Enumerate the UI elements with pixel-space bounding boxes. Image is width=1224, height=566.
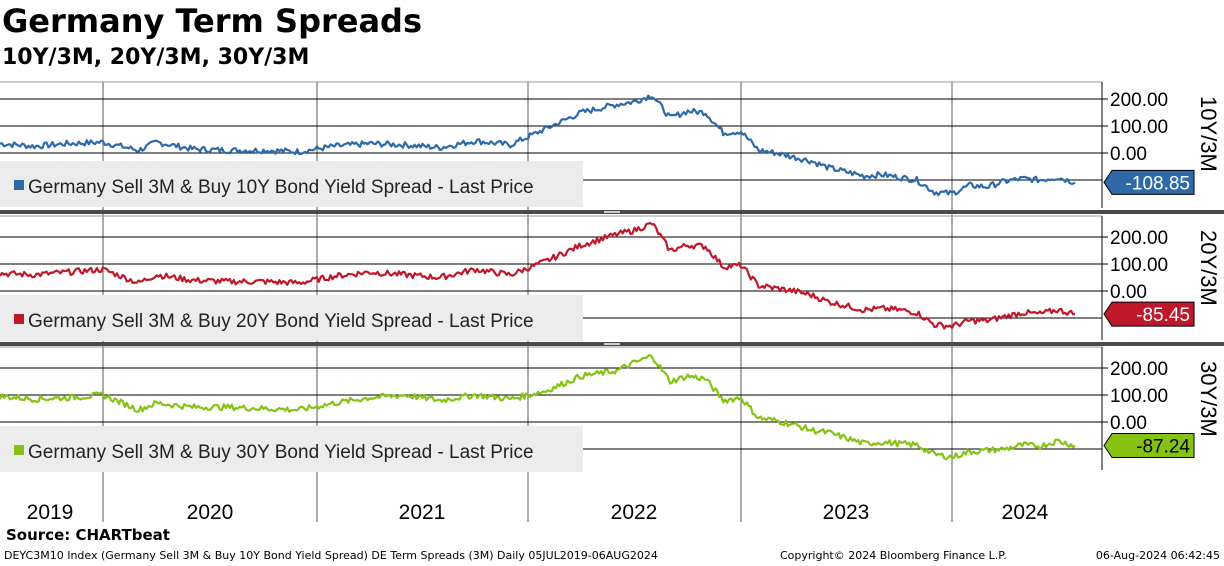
- y-tick-label: 0.00: [1110, 413, 1147, 434]
- y-tick-label: 0.00: [1110, 144, 1147, 165]
- x-tick-label: 2024: [1002, 501, 1049, 524]
- y-axis-title: 30Y/3M: [1196, 361, 1221, 437]
- last-value-tag: [1103, 301, 1195, 327]
- y-tick-label: 0.00: [1110, 282, 1147, 303]
- last-value-tag: [1103, 433, 1195, 459]
- footer-timestamp: 06-Aug-2024 06:42:45: [1095, 549, 1220, 562]
- legend-box: [0, 161, 583, 207]
- legend-box: [0, 426, 583, 472]
- legend-swatch: [14, 314, 24, 324]
- y-tick-label: 100.00: [1110, 117, 1168, 138]
- panel-10y-3m: 200.00 100.00 0.00 10Y/3M Germany Sell 3M & …: [0, 81, 1221, 208]
- y-axis-title: 10Y/3M: [1196, 96, 1221, 172]
- series-line: [0, 354, 1076, 461]
- series-line: [0, 222, 1075, 330]
- last-value-label: -85.45: [1136, 305, 1190, 326]
- source-note: Source: CHARTbeat: [6, 526, 170, 544]
- legend-swatch: [14, 180, 24, 190]
- last-value-label: -108.85: [1126, 173, 1190, 194]
- y-tick-label: 200.00: [1110, 90, 1168, 111]
- last-value-label: -87.24: [1136, 437, 1190, 458]
- last-value-tag: [1103, 169, 1195, 195]
- y-tick-label: 100.00: [1110, 386, 1168, 407]
- x-tick-label: 2023: [823, 501, 870, 524]
- legend-swatch: [14, 445, 24, 455]
- legend-label: Germany Sell 3M & Buy 30Y Bond Yield Spr…: [28, 442, 534, 463]
- y-axis-title: 20Y/3M: [1196, 230, 1221, 306]
- y-tick-label: 200.00: [1110, 228, 1168, 249]
- legend-label: Germany Sell 3M & Buy 10Y Bond Yield Spr…: [28, 177, 534, 198]
- series-line: [0, 94, 1076, 197]
- panel-20y-3m: 200.00 100.00 0.00 20Y/3M Germany Sell 3M & …: [0, 215, 1221, 341]
- x-tick-label: 2022: [611, 501, 658, 524]
- footer-index-description: DEYC3M10 Index (Germany Sell 3M & Buy 10…: [4, 549, 658, 562]
- chart-subtitle: 10Y/3M, 20Y/3M, 30Y/3M: [2, 45, 310, 70]
- x-tick-label: 2020: [187, 501, 234, 524]
- divider-handle: [604, 343, 620, 345]
- y-tick-label: 100.00: [1110, 255, 1168, 276]
- panel-30y-3m: 200.00 100.00 0.00 30Y/3M Germany Sell 3M & …: [0, 346, 1221, 472]
- y-tick-label: 200.00: [1110, 359, 1168, 380]
- divider-handle: [604, 211, 620, 213]
- x-tick-label: 2021: [399, 501, 446, 524]
- footer-copyright: Copyright© 2024 Bloomberg Finance L.P.: [780, 549, 1007, 562]
- x-tick-label: 2019: [27, 501, 74, 524]
- legend-box: [0, 295, 583, 341]
- chart-title: Germany Term Spreads: [2, 2, 422, 40]
- legend-label: Germany Sell 3M & Buy 20Y Bond Yield Spr…: [28, 311, 534, 332]
